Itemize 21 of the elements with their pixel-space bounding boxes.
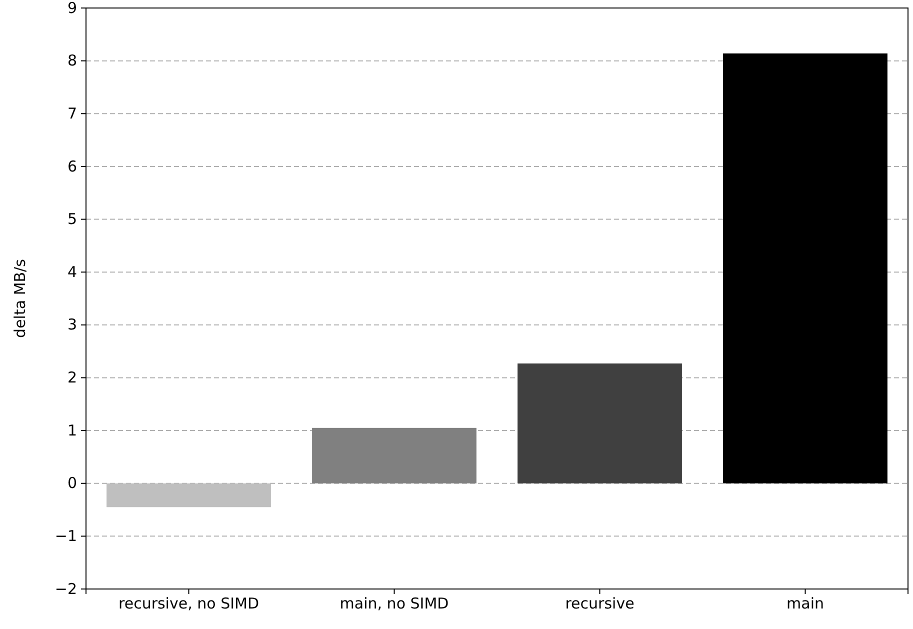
y-tick-label: 4 bbox=[67, 262, 77, 281]
bar bbox=[518, 363, 682, 484]
x-tick-label: main bbox=[786, 594, 824, 613]
bar bbox=[723, 53, 888, 484]
y-tick-label: 9 bbox=[67, 0, 77, 17]
y-tick-label: 3 bbox=[67, 316, 77, 334]
x-tick-label: recursive, no SIMD bbox=[118, 594, 260, 613]
y-tick-label: 2 bbox=[67, 368, 77, 387]
x-tick-label: main, no SIMD bbox=[340, 594, 449, 613]
x-tick-label: recursive bbox=[565, 594, 634, 613]
y-tick-label: −2 bbox=[54, 580, 77, 598]
y-axis-title: delta MB/s bbox=[11, 258, 29, 338]
y-tick-label: −1 bbox=[54, 526, 77, 545]
y-tick-label: 7 bbox=[67, 104, 77, 122]
y-tick-label: 6 bbox=[67, 157, 77, 176]
y-tick-label: 8 bbox=[67, 52, 77, 70]
bar bbox=[312, 428, 476, 484]
y-tick-label: 5 bbox=[67, 210, 77, 228]
y-tick-label: 0 bbox=[67, 474, 77, 492]
bar bbox=[106, 483, 271, 508]
y-tick-label: 1 bbox=[67, 421, 77, 440]
